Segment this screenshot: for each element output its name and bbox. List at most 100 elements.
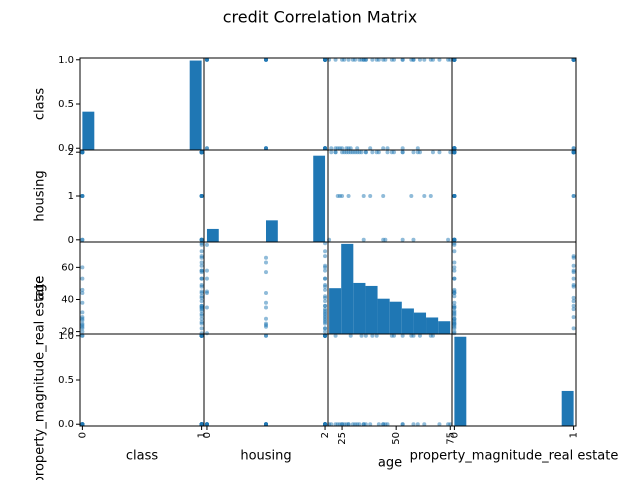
point xyxy=(323,276,328,281)
point xyxy=(344,146,349,151)
point xyxy=(361,237,366,242)
cell-frame xyxy=(79,149,205,243)
x-tick-label: 0 xyxy=(77,432,88,438)
point xyxy=(199,333,204,338)
point xyxy=(428,333,433,338)
point xyxy=(199,299,204,304)
x-axis-label: housing xyxy=(240,449,291,464)
point xyxy=(400,333,405,338)
point xyxy=(422,57,427,62)
point xyxy=(376,422,381,427)
hist-bar xyxy=(377,298,390,334)
x-tick-label: 0 xyxy=(202,432,213,438)
point xyxy=(411,333,416,338)
point xyxy=(428,194,433,198)
point xyxy=(357,422,362,427)
point xyxy=(333,57,338,62)
point xyxy=(452,242,457,247)
point xyxy=(204,57,209,62)
hist-bar xyxy=(389,301,402,334)
y-axis-label: property_magnitude_real estate xyxy=(33,276,48,480)
point xyxy=(452,194,457,198)
x-tick-label: 25 xyxy=(337,432,348,445)
point xyxy=(430,150,435,155)
point xyxy=(374,57,379,62)
point xyxy=(323,295,328,300)
point xyxy=(348,150,353,155)
point xyxy=(452,265,457,270)
point xyxy=(411,422,416,427)
point xyxy=(400,57,405,62)
x-tick-label: 1 xyxy=(569,432,580,438)
point xyxy=(348,333,353,338)
point xyxy=(370,150,375,155)
point xyxy=(571,315,576,320)
cell-frame xyxy=(451,149,577,243)
point xyxy=(80,315,85,320)
point xyxy=(199,242,204,247)
y-tick-label: 0.0 xyxy=(58,143,74,154)
hist-bar xyxy=(329,288,342,334)
cell-frame xyxy=(79,241,205,335)
point xyxy=(199,326,204,331)
point xyxy=(323,265,328,270)
point xyxy=(363,422,368,427)
point xyxy=(80,324,85,329)
point xyxy=(323,57,328,62)
point xyxy=(80,329,85,334)
hist-bar xyxy=(341,243,354,334)
point xyxy=(346,194,351,198)
y-tick-label: 1.0 xyxy=(58,55,74,66)
point xyxy=(346,57,351,62)
point xyxy=(437,150,442,155)
point xyxy=(389,150,394,155)
point xyxy=(411,150,416,155)
point xyxy=(199,255,204,260)
point xyxy=(80,300,85,305)
point xyxy=(333,333,338,338)
point xyxy=(411,237,416,242)
point xyxy=(411,57,416,62)
point xyxy=(199,260,204,265)
point xyxy=(381,146,386,151)
point xyxy=(204,268,209,273)
point xyxy=(571,307,576,312)
point xyxy=(452,308,457,313)
point xyxy=(199,263,204,268)
point xyxy=(381,57,386,62)
point xyxy=(264,255,268,260)
point xyxy=(415,146,420,151)
point xyxy=(344,422,349,427)
point xyxy=(323,284,328,289)
point xyxy=(199,313,204,318)
hist-bar xyxy=(266,220,278,242)
y-axis-label: age xyxy=(33,276,48,300)
point xyxy=(452,268,457,273)
point xyxy=(329,146,334,151)
point xyxy=(571,263,576,268)
point xyxy=(323,287,328,292)
point xyxy=(452,249,457,254)
y-tick-label: 0.5 xyxy=(58,99,74,110)
point xyxy=(323,308,328,313)
point xyxy=(199,284,204,289)
point xyxy=(333,150,338,155)
point xyxy=(452,324,457,329)
y-tick-label: 1 xyxy=(68,191,74,202)
point xyxy=(204,242,209,247)
hist-bar xyxy=(561,390,574,426)
point xyxy=(204,331,209,336)
point xyxy=(381,422,386,427)
point xyxy=(199,308,204,313)
point xyxy=(368,146,373,151)
point xyxy=(452,237,457,242)
point xyxy=(571,299,576,304)
point xyxy=(452,287,457,292)
point xyxy=(323,326,328,331)
point xyxy=(422,194,427,198)
point xyxy=(199,316,204,321)
point xyxy=(204,276,209,281)
point xyxy=(264,260,268,265)
point xyxy=(80,150,85,155)
